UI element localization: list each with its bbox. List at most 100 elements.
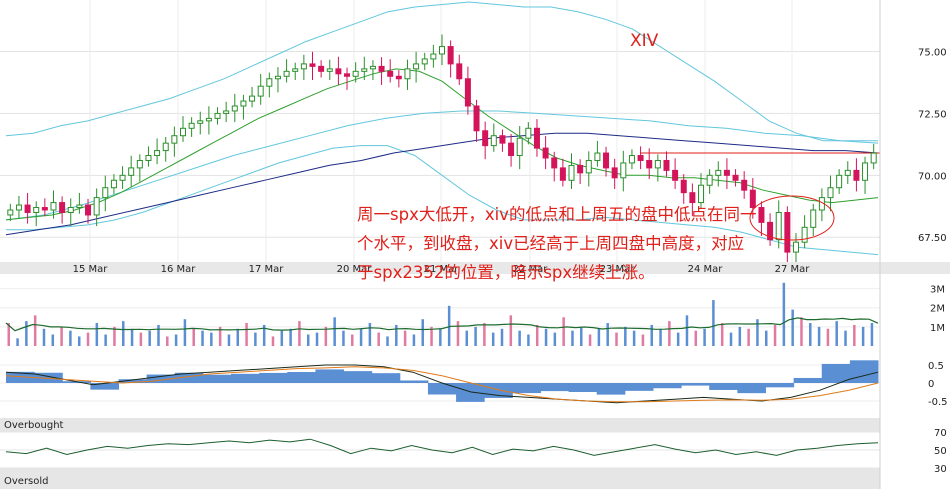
macd-histogram — [6, 360, 879, 402]
moving-average-long-line — [5, 132, 879, 236]
volume-bar — [738, 326, 742, 346]
macd-line — [5, 364, 879, 404]
candle-body — [672, 169, 679, 181]
candle-body — [767, 221, 774, 241]
macd-histogram-bar — [793, 377, 823, 383]
volume-bar — [861, 326, 865, 346]
volume-panel: 3M 2M 1M — [0, 275, 945, 350]
candle-body — [430, 53, 437, 60]
candle-body — [326, 68, 333, 72]
candle-body — [387, 70, 394, 77]
macd-histogram-bar — [399, 380, 429, 383]
rsi-panel: Overbought Oversold 70 50 30 — [0, 418, 947, 489]
candle-body — [732, 174, 739, 181]
overbought-band — [0, 418, 880, 432]
volume-bar — [456, 321, 460, 346]
volume-bar — [86, 332, 90, 346]
candle-body — [568, 164, 575, 181]
volume-bar — [280, 330, 284, 346]
volume-y-tick-label: 3M — [930, 285, 945, 296]
volume-bar — [465, 330, 469, 346]
candle-body — [128, 167, 135, 176]
volume-bar — [386, 336, 389, 346]
moving-average-short-line — [5, 68, 879, 221]
candle-body — [369, 65, 376, 70]
volume-bar — [870, 323, 874, 346]
volume-bar — [245, 323, 248, 346]
volume-bar — [580, 326, 583, 346]
candle-body — [102, 187, 109, 199]
rsi-line — [5, 438, 879, 456]
volume-bar — [218, 326, 222, 346]
candle-body — [119, 174, 126, 181]
volume-bar — [483, 323, 486, 346]
date-axis: 15 Mar 16 Mar 17 Mar 20 Mar 21 Mar 22 Mar 23 M… — [0, 262, 950, 275]
macd-histogram-bar — [540, 383, 570, 392]
volume-bar — [509, 315, 513, 346]
candle-body — [188, 122, 195, 129]
candle-body — [620, 162, 627, 179]
candle-body — [775, 211, 782, 241]
candle-body — [551, 157, 558, 169]
price-y-tick-label: 72.50 — [918, 109, 947, 120]
candle-body — [499, 135, 506, 144]
macd-histogram-bar — [34, 372, 63, 383]
candle-body — [525, 127, 532, 139]
candle-body — [439, 46, 445, 55]
date-tick-label: 24 Mar — [688, 264, 724, 275]
candle-body — [171, 135, 178, 144]
volume-bar — [148, 330, 151, 346]
macd-histogram-bar — [287, 372, 316, 383]
date-tick-label: 17 Mar — [249, 264, 285, 275]
volume-bar — [474, 326, 477, 346]
volume-bar — [500, 328, 504, 346]
candle-body — [464, 78, 471, 107]
candle-body — [300, 63, 307, 70]
candle-body — [836, 174, 843, 189]
candle-body — [404, 68, 411, 80]
candle-body — [335, 68, 342, 75]
candle-body — [154, 150, 161, 157]
candle-body — [689, 192, 696, 204]
volume-bar — [395, 324, 398, 346]
rsi-y-tick-label: 50 — [934, 446, 947, 457]
candle-body — [870, 152, 877, 164]
date-tick-label: 23 Mar — [600, 264, 636, 275]
volume-bar — [77, 336, 81, 346]
macd-histogram-bar — [343, 371, 373, 383]
volume-bar — [773, 324, 777, 346]
candle-body — [508, 142, 515, 157]
candle-body — [266, 78, 273, 87]
volume-bar — [201, 330, 204, 346]
volume-bar — [809, 323, 812, 346]
candle-body — [292, 68, 299, 72]
volume-bar — [157, 324, 160, 346]
volume-bar — [764, 330, 768, 346]
volume-bar — [720, 323, 724, 346]
volume-bar — [817, 326, 821, 346]
volume-bar — [342, 330, 345, 346]
candle-body — [741, 179, 748, 191]
candle-body — [577, 164, 584, 174]
volume-bar — [421, 319, 424, 346]
volume-y-tick-label: 1M — [930, 323, 945, 334]
price-y-tick-label: 75.00 — [918, 48, 947, 59]
volume-bars — [5, 282, 879, 346]
price-y-tick-label: 67.50 — [918, 233, 947, 244]
candle-body — [318, 65, 325, 72]
candle-body — [706, 174, 713, 186]
volume-bar — [315, 332, 319, 346]
candle-body — [59, 202, 66, 213]
candle-body — [309, 63, 316, 67]
candle-body — [447, 46, 454, 65]
volume-y-ticks: 3M 2M 1M — [930, 285, 945, 334]
candle-body — [197, 120, 204, 124]
candle-body — [844, 169, 851, 176]
candle-body — [7, 209, 14, 216]
macd-histogram-bar — [456, 383, 485, 402]
candle-body — [827, 187, 834, 199]
volume-bar — [703, 328, 706, 346]
candle-body — [810, 209, 817, 228]
volume-bar — [800, 317, 803, 346]
volume-bar — [606, 323, 609, 346]
